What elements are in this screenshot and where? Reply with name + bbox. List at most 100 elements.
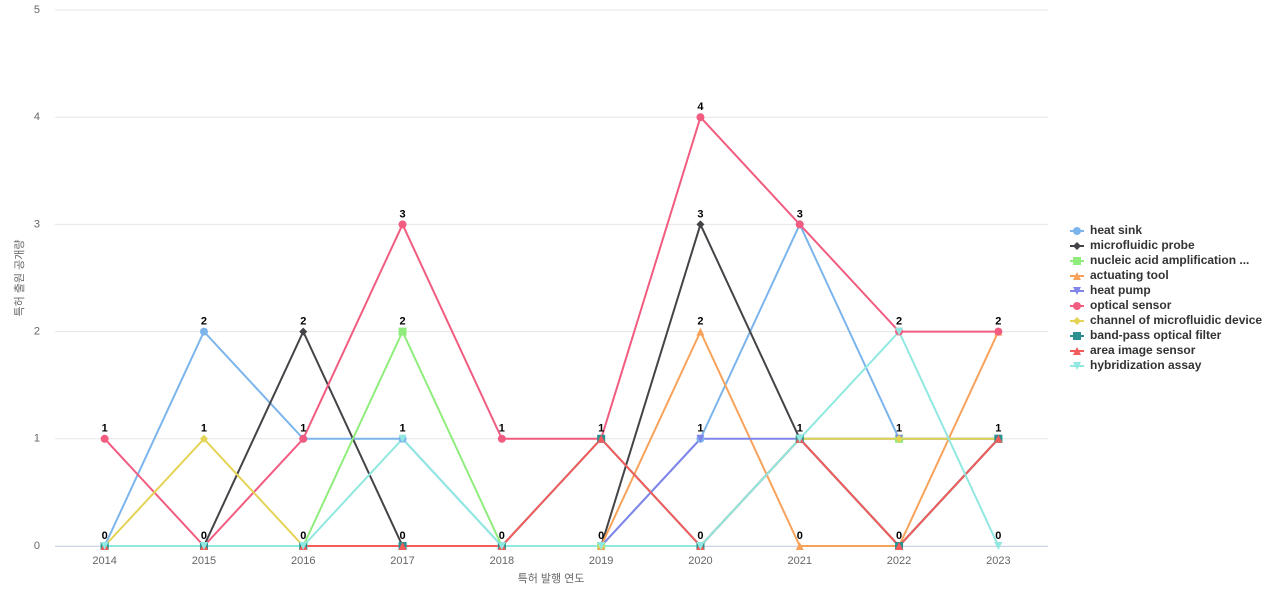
legend-marker <box>1073 242 1081 250</box>
x-tick-label: 2021 <box>788 555 812 567</box>
legend-marker <box>1073 362 1081 370</box>
y-tick-label: 4 <box>34 111 40 123</box>
legend-marker <box>1073 332 1081 340</box>
series-line <box>104 329 1000 547</box>
legend-marker <box>1073 302 1081 310</box>
data-label: 1 <box>797 423 803 435</box>
data-point <box>199 327 208 336</box>
data-point <box>696 542 705 550</box>
data-label: 2 <box>201 316 207 328</box>
data-point <box>299 434 308 443</box>
data-label: 1 <box>995 423 1001 435</box>
legend-marker <box>1073 227 1081 235</box>
data-label: 1 <box>697 423 703 435</box>
legend-label: actuating tool <box>1090 268 1169 282</box>
data-label: 1 <box>896 423 902 435</box>
data-label: 0 <box>499 530 505 542</box>
y-tick-label: 2 <box>34 326 40 338</box>
y-tick-label: 0 <box>34 540 40 552</box>
data-point <box>994 327 1003 336</box>
data-point <box>795 542 804 550</box>
data-point <box>199 542 208 550</box>
x-tick-label: 2014 <box>92 555 116 567</box>
data-point <box>497 542 506 550</box>
legend-label: heat sink <box>1090 223 1142 237</box>
series-line <box>104 437 1000 548</box>
data-label: 3 <box>697 208 703 220</box>
data-label: 2 <box>399 316 405 328</box>
data-point <box>398 542 407 550</box>
data-label: 2 <box>697 316 703 328</box>
data-label: 2 <box>995 316 1001 328</box>
x-tick-label: 2016 <box>291 555 315 567</box>
series-line <box>104 221 1000 548</box>
y-tick-label: 1 <box>34 433 40 445</box>
data-label: 2 <box>896 316 902 328</box>
data-point <box>398 220 407 229</box>
y-axis-title: 특허 출원 공개량 <box>13 240 26 317</box>
data-point <box>100 542 109 550</box>
data-point <box>696 327 705 336</box>
data-label: 0 <box>399 530 405 542</box>
data-label: 0 <box>300 530 306 542</box>
x-tick-label: 2019 <box>589 555 613 567</box>
data-label: 4 <box>697 101 704 113</box>
legend-label: hybridization assay <box>1090 358 1202 372</box>
data-point <box>100 434 109 443</box>
x-tick-label: 2017 <box>390 555 414 567</box>
legend-label: band-pass optical filter <box>1090 328 1222 342</box>
data-label: 0 <box>598 530 604 542</box>
data-point <box>795 434 804 443</box>
legend-marker <box>1073 272 1081 280</box>
data-label: 3 <box>399 208 405 220</box>
x-tick-label: 2022 <box>887 555 911 567</box>
legend-label: nucleic acid amplification ... <box>1090 253 1249 267</box>
x-tick-label: 2015 <box>192 555 216 567</box>
legend-marker <box>1073 257 1081 265</box>
legend-marker <box>1073 347 1081 355</box>
series-line <box>103 222 999 547</box>
data-label: 1 <box>300 423 306 435</box>
x-tick-label: 2023 <box>986 555 1010 567</box>
data-point <box>497 434 506 443</box>
data-label: 0 <box>102 530 108 542</box>
data-point <box>696 113 705 122</box>
data-point <box>994 542 1003 550</box>
data-label: 0 <box>995 530 1001 542</box>
data-label: 1 <box>201 423 207 435</box>
data-point <box>696 434 705 443</box>
data-label: 0 <box>697 530 703 542</box>
data-point <box>895 542 904 550</box>
legend-marker <box>1073 287 1081 295</box>
data-point <box>696 220 705 229</box>
legend-label: microfluidic probe <box>1090 238 1195 252</box>
data-point <box>398 327 407 336</box>
legend-label: optical sensor <box>1090 298 1172 312</box>
legend-label: heat pump <box>1090 283 1151 297</box>
data-label: 2 <box>300 316 306 328</box>
data-point <box>597 434 606 443</box>
data-point <box>299 542 308 550</box>
data-label: 1 <box>102 423 108 435</box>
data-point <box>895 434 904 443</box>
data-point <box>895 327 904 336</box>
data-label: 0 <box>201 530 207 542</box>
data-point <box>199 434 208 443</box>
data-point <box>994 434 1003 443</box>
data-point <box>299 327 308 336</box>
y-tick-label: 5 <box>34 4 40 16</box>
data-point <box>597 542 606 550</box>
legend-label: channel of microfluidic device <box>1090 313 1262 327</box>
data-point <box>398 434 407 443</box>
x-tick-label: 2020 <box>688 555 712 567</box>
legend-label: area image sensor <box>1090 343 1196 357</box>
data-label: 1 <box>399 423 405 435</box>
data-label: 3 <box>797 208 803 220</box>
data-point <box>795 220 804 229</box>
y-tick-label: 3 <box>34 218 40 230</box>
data-label: 1 <box>499 423 505 435</box>
x-tick-label: 2018 <box>490 555 514 567</box>
data-label: 0 <box>797 530 803 542</box>
x-axis-title: 특허 발행 연도 <box>518 572 585 585</box>
